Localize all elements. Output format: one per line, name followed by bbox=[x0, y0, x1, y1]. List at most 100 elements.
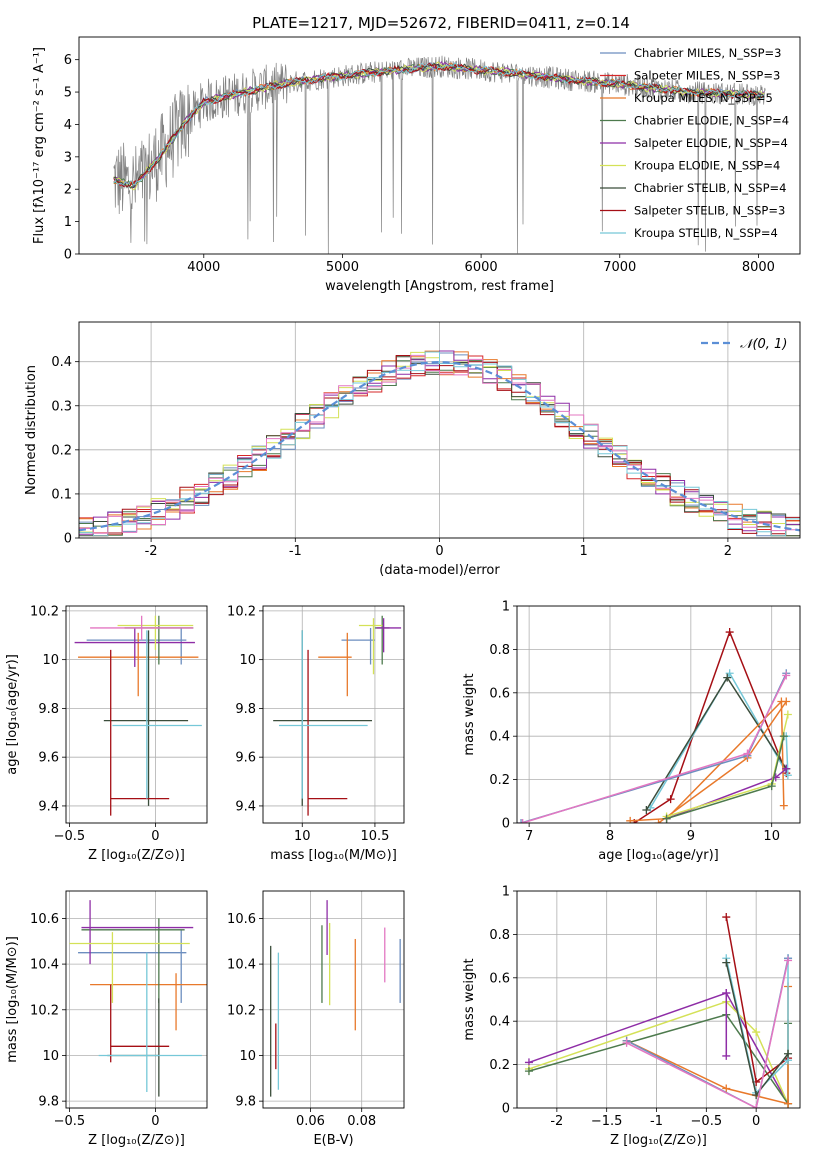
residual-histogram bbox=[79, 355, 800, 537]
observed-spectrum-line bbox=[113, 55, 766, 254]
x-tick-label: 1 bbox=[580, 544, 588, 559]
y-tick-label: 0.6 bbox=[489, 686, 510, 701]
y-tick-label: 10 bbox=[42, 653, 59, 668]
x-tick-label: 4000 bbox=[187, 260, 220, 275]
legend-label: 𝒩(0, 1) bbox=[740, 337, 787, 352]
legend-label: Chabrier ELODIE, N_SSP=4 bbox=[634, 114, 789, 128]
y-tick-label: 0.8 bbox=[489, 928, 510, 943]
y-tick-label: 0.2 bbox=[489, 1058, 510, 1073]
x-axis-label: mass [log₁₀(M/M⊙)] bbox=[270, 848, 397, 863]
axes-frame bbox=[262, 890, 405, 1109]
plus-marker bbox=[654, 819, 663, 823]
y-tick-label: 0.4 bbox=[489, 1015, 510, 1030]
x-tick-label: −0.5 bbox=[691, 1114, 723, 1129]
plus-marker bbox=[725, 628, 734, 637]
y-tick-label: 10.4 bbox=[30, 958, 59, 973]
plus-marker bbox=[722, 1051, 731, 1060]
y-axis-label: Flux [fλ10⁻¹⁷ erg cm⁻² s⁻¹ A⁻¹] bbox=[32, 47, 47, 244]
x-tick-label: -2 bbox=[145, 544, 158, 559]
y-tick-label: 10.6 bbox=[227, 912, 256, 927]
model-spectrum-line bbox=[113, 62, 765, 188]
y-axis-label: Normed distribution bbox=[24, 365, 39, 495]
model-spectrum-line bbox=[113, 62, 765, 186]
axes-frame bbox=[78, 36, 801, 255]
y-axis-label: mass weight bbox=[462, 673, 477, 755]
y-tick-label: 1 bbox=[64, 215, 72, 230]
y-tick-label: 1 bbox=[502, 600, 510, 615]
plus-marker bbox=[642, 805, 651, 814]
panel-age-vs-Z: −0.5 0 9.4 9.6 9.8 10 10.2 Z [log₁₀(Z/Z⊙)] age [… bbox=[5, 604, 208, 863]
x-tick-label: 9 bbox=[687, 829, 695, 844]
y-tick-label: 9.6 bbox=[38, 751, 59, 766]
x-tick-label: 0.06 bbox=[296, 1114, 325, 1129]
x-axis-label: age [log₁₀(age/yr)] bbox=[598, 848, 719, 863]
y-tick-label: 9.8 bbox=[235, 1095, 256, 1110]
axes-frame bbox=[65, 605, 208, 824]
plus-marker bbox=[784, 956, 793, 965]
plus-marker bbox=[524, 1067, 533, 1076]
x-tick-label: 0.08 bbox=[347, 1114, 376, 1129]
mass-weight-line bbox=[633, 629, 787, 823]
mass-weight-line bbox=[528, 1000, 789, 1105]
plus-marker bbox=[722, 958, 731, 967]
y-tick-label: 10.4 bbox=[227, 958, 256, 973]
plus-marker bbox=[782, 671, 791, 680]
y-tick-label: 10.2 bbox=[30, 1003, 59, 1018]
plus-marker bbox=[784, 1049, 793, 1058]
x-tick-label: 5000 bbox=[326, 260, 359, 275]
plus-marker bbox=[722, 913, 731, 922]
y-tick-label: 5 bbox=[64, 86, 72, 101]
mass-weight-line bbox=[626, 960, 789, 1108]
y-tick-label: 0.6 bbox=[489, 971, 510, 986]
x-tick-label: -1 bbox=[289, 544, 302, 559]
y-tick-label: 0 bbox=[64, 532, 72, 547]
y-axis-label: age [log₁₀(age/yr)] bbox=[5, 654, 20, 775]
x-tick-label: −1.5 bbox=[591, 1114, 623, 1129]
y-tick-label: 1 bbox=[502, 885, 510, 900]
y-tick-label: 0 bbox=[64, 248, 72, 263]
x-tick-label: 10 bbox=[763, 829, 780, 844]
axes-frame bbox=[516, 890, 801, 1109]
y-tick-label: 10 bbox=[239, 653, 256, 668]
plus-marker bbox=[752, 1104, 761, 1108]
panel-spectrum: Chabrier MILES, N_SSP=3 Salpeter MILES, N… bbox=[32, 36, 801, 294]
y-tick-label: 0.3 bbox=[51, 399, 72, 414]
axes-frame bbox=[65, 890, 208, 1109]
mass-weight-line bbox=[725, 958, 789, 1095]
x-tick-label: -2 bbox=[550, 1114, 563, 1129]
legend-label: Kroupa STELIB, N_SSP=4 bbox=[634, 226, 778, 240]
plot-area-mass-weight-vs-Z bbox=[517, 891, 800, 1108]
x-tick-label: 0 bbox=[151, 829, 159, 844]
x-tick-label: 0 bbox=[752, 1114, 760, 1129]
x-axis-label: wavelength [Angstrom, rest frame] bbox=[325, 279, 554, 294]
x-axis-label: (data-model)/error bbox=[379, 563, 500, 578]
plus-marker bbox=[783, 771, 792, 780]
plus-marker bbox=[626, 816, 635, 823]
plot-area-mass-weight-vs-age bbox=[517, 606, 800, 823]
plot-area-age-vs-mass bbox=[263, 606, 404, 823]
plus-marker bbox=[725, 669, 734, 678]
plot-area-age-vs-Z bbox=[66, 606, 207, 823]
axes-frame bbox=[516, 605, 801, 824]
y-tick-label: 0.2 bbox=[51, 443, 72, 458]
x-tick-label: −0.5 bbox=[54, 1114, 86, 1129]
x-tick-label: 0 bbox=[435, 544, 443, 559]
y-tick-label: 9.8 bbox=[38, 702, 59, 717]
x-tick-label: 2 bbox=[724, 544, 732, 559]
legend-label: Salpeter MILES, N_SSP=3 bbox=[634, 69, 780, 83]
plus-marker bbox=[743, 749, 752, 758]
y-tick-label: 9.4 bbox=[235, 799, 256, 814]
y-tick-label: 0 bbox=[502, 817, 510, 832]
plus-marker bbox=[622, 1038, 631, 1047]
y-tick-label: 6 bbox=[64, 53, 72, 68]
y-tick-label: 10.2 bbox=[227, 604, 256, 619]
plus-marker bbox=[752, 1028, 761, 1037]
mass-weight-line bbox=[645, 676, 787, 811]
y-tick-label: 9.6 bbox=[235, 751, 256, 766]
x-axis-label: Z [log₁₀(Z/Z⊙)] bbox=[88, 1133, 185, 1148]
x-tick-label: −0.5 bbox=[54, 829, 86, 844]
panel-mass-vs-Z: −0.5 0 9.8 10 10.2 10.4 10.6 Z [log₁₀(Z/Z⊙)] mas… bbox=[5, 890, 208, 1148]
y-tick-label: 10 bbox=[42, 1049, 59, 1064]
plus-marker bbox=[784, 1099, 793, 1108]
